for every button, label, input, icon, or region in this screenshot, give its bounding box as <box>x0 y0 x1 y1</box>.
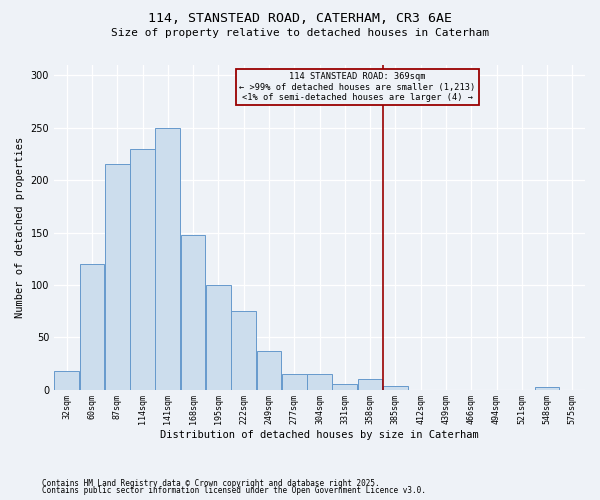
Bar <box>130 149 155 390</box>
Bar <box>231 311 256 390</box>
Bar <box>80 264 104 390</box>
Text: 114, STANSTEAD ROAD, CATERHAM, CR3 6AE: 114, STANSTEAD ROAD, CATERHAM, CR3 6AE <box>148 12 452 26</box>
Bar <box>54 370 79 390</box>
Bar <box>358 379 382 390</box>
X-axis label: Distribution of detached houses by size in Caterham: Distribution of detached houses by size … <box>160 430 479 440</box>
Bar <box>282 374 307 390</box>
Bar <box>181 234 205 390</box>
Bar <box>206 285 231 390</box>
Text: Contains HM Land Registry data © Crown copyright and database right 2025.: Contains HM Land Registry data © Crown c… <box>42 478 380 488</box>
Bar <box>155 128 180 390</box>
Bar <box>535 388 559 390</box>
Bar <box>383 386 408 390</box>
Y-axis label: Number of detached properties: Number of detached properties <box>15 136 25 318</box>
Text: 114 STANSTEAD ROAD: 369sqm
← >99% of detached houses are smaller (1,213)
<1% of : 114 STANSTEAD ROAD: 369sqm ← >99% of det… <box>239 72 476 102</box>
Text: Contains public sector information licensed under the Open Government Licence v3: Contains public sector information licen… <box>42 486 426 495</box>
Bar <box>105 164 130 390</box>
Bar <box>307 374 332 390</box>
Bar <box>257 351 281 390</box>
Text: Size of property relative to detached houses in Caterham: Size of property relative to detached ho… <box>111 28 489 38</box>
Bar <box>332 384 357 390</box>
